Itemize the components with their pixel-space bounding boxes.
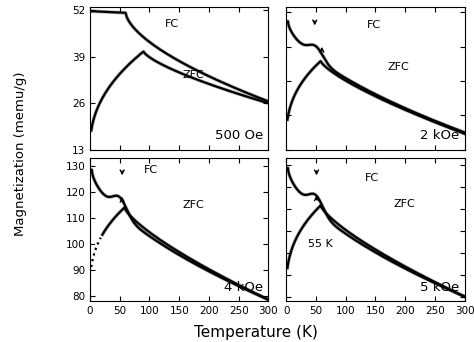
Text: Temperature (K): Temperature (K): [194, 325, 318, 340]
Text: 2 kOe: 2 kOe: [420, 130, 459, 143]
Text: FC: FC: [144, 165, 158, 175]
Text: ZFC: ZFC: [393, 199, 415, 209]
Text: FC: FC: [365, 173, 379, 183]
Text: ZFC: ZFC: [183, 200, 205, 210]
Text: ZFC: ZFC: [183, 70, 205, 80]
Text: 4 kOe: 4 kOe: [224, 281, 263, 294]
Text: 55 K: 55 K: [308, 239, 332, 249]
Text: FC: FC: [366, 21, 381, 30]
Text: ZFC: ZFC: [388, 62, 410, 72]
Text: Magnetization (memu/g): Magnetization (memu/g): [14, 72, 27, 236]
Text: 5 kOe: 5 kOe: [420, 281, 459, 294]
Text: 500 Oe: 500 Oe: [215, 130, 263, 143]
Text: FC: FC: [165, 19, 179, 29]
